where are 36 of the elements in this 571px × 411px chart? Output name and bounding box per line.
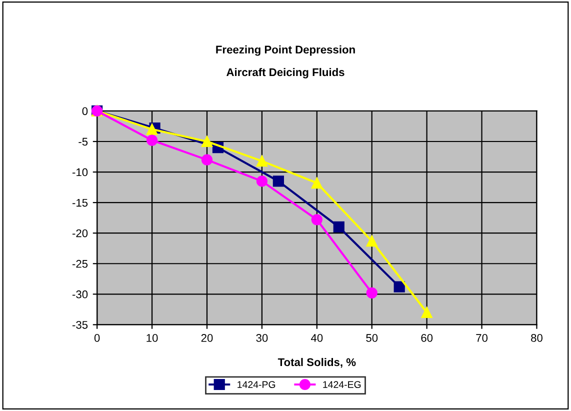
legend-label: 1424-PG: [238, 381, 276, 388]
point: [311, 177, 322, 189]
point: [366, 287, 378, 298]
y-tick-label: -30: [72, 290, 88, 298]
point: [421, 306, 432, 318]
point: [366, 235, 378, 247]
y-tick-label: -10: [72, 168, 88, 176]
point: [311, 214, 322, 226]
point: [256, 155, 268, 167]
x-tick-label: 40: [310, 334, 323, 342]
point: [256, 176, 268, 187]
y-tick-label: -35: [72, 320, 88, 329]
x-tick-label: 20: [201, 334, 213, 342]
point: [394, 281, 405, 292]
x-tick-label: 70: [476, 334, 488, 342]
chart-subtitle: Aircraft Deicing Fluids: [226, 68, 344, 78]
y-tick-label: -20: [72, 229, 88, 238]
x-tick-label: 60: [421, 334, 433, 342]
y-tick-label: -15: [72, 198, 88, 207]
y-tick-label: 0: [82, 107, 88, 116]
point: [201, 154, 213, 166]
chart-title: Freezing Point Depression: [216, 45, 355, 56]
x-tick-label: 10: [146, 334, 158, 342]
x-tick-label: 80: [531, 334, 542, 342]
x-tick-label: 30: [256, 334, 268, 342]
point: [146, 124, 158, 135]
point: [333, 221, 344, 233]
y-tick-label: -25: [72, 260, 88, 268]
legend-label: 1424-EG: [323, 381, 361, 388]
x-tick-label: 0: [94, 334, 100, 342]
x-axis-title: Total Solids, %: [278, 358, 356, 368]
point: [272, 176, 284, 187]
point: [146, 134, 158, 146]
x-tick-label: 50: [366, 334, 378, 342]
point: [201, 136, 213, 148]
y-tick-label: -5: [78, 138, 88, 146]
